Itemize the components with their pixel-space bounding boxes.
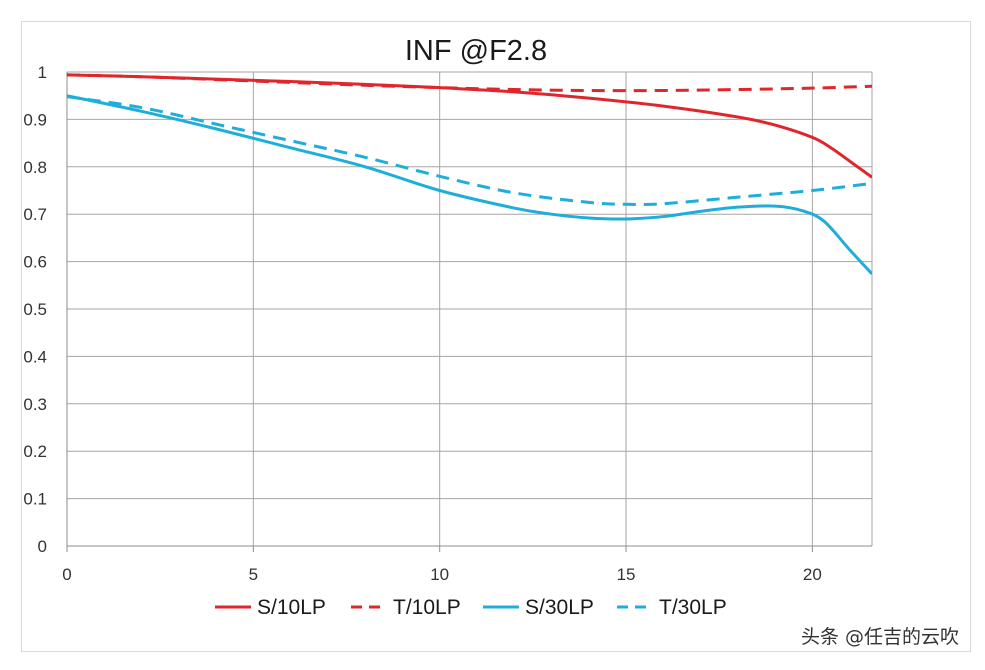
series-line-s-10lp [67,73,872,179]
y-tick-label: 0 [38,537,47,556]
legend-item-s-30lp: S/30LP [483,596,594,619]
x-tick-label: 5 [249,565,258,584]
y-tick-label: 0.7 [23,205,47,224]
y-tick-label: 0.1 [23,490,47,509]
legend-item-t-10lp: T/10LP [351,596,461,619]
legend-label-t-10lp: T/10LP [393,596,461,619]
chart-frame [21,21,971,652]
y-tick-label: 0.5 [23,300,47,319]
y-tick-label: 0.4 [23,347,47,366]
series-layer [67,73,872,275]
chart-title: INF @F2.8 [405,35,547,67]
watermark-text: 头条 @任吉的云吹 [800,626,959,648]
y-tick-label: 1 [38,63,47,82]
y-tick-label: 0.9 [23,110,47,129]
legend-label-s-10lp: S/10LP [257,596,326,619]
series-line-t-10lp [67,73,872,93]
series-line-t-30lp [67,95,872,207]
x-tick-label: 0 [62,565,71,584]
legend-label-s-30lp: S/30LP [525,596,594,619]
legend: S/10LP T/10LP S/30LP T/30LP [215,596,727,619]
y-tick-label: 0.6 [23,253,47,272]
x-tick-label: 15 [617,565,636,584]
y-tick-label: 0.3 [23,395,47,414]
legend-item-s-10lp: S/10LP [215,596,326,619]
grid-layer [67,71,873,546]
x-tick-label: 10 [430,565,449,584]
axis-layer: 00.10.20.30.40.50.60.70.80.910 5 10 15 20 [23,63,872,584]
x-tick-label: 20 [803,565,822,584]
y-tick-label: 0.8 [23,158,47,177]
legend-item-t-30lp: T/30LP [617,596,727,619]
series-line-s-30lp [67,94,872,275]
y-tick-label: 0.2 [23,442,47,461]
legend-label-t-30lp: T/30LP [659,596,727,619]
